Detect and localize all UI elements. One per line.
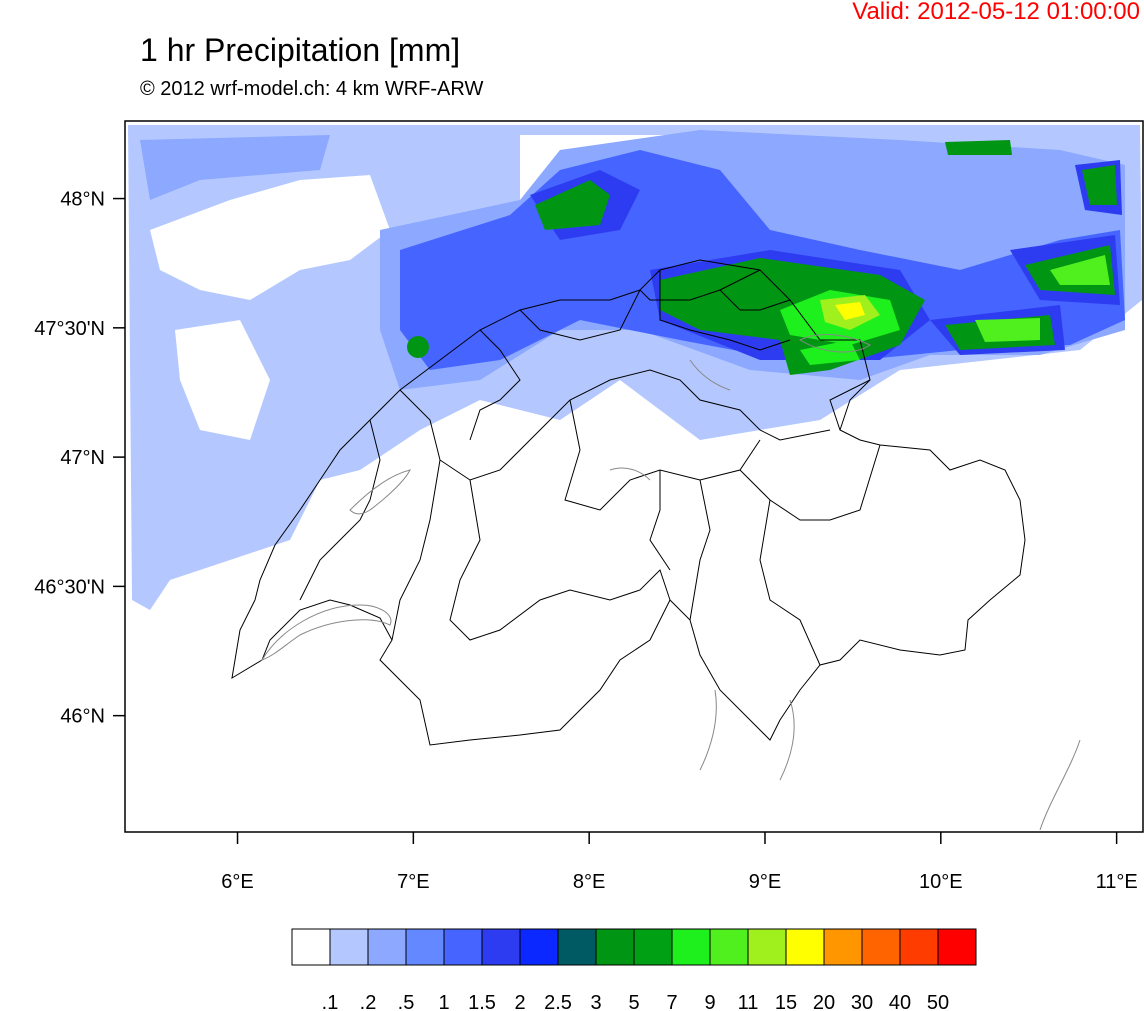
map-subtitle: © 2012 wrf-model.ch: 4 km WRF-ARW bbox=[140, 78, 484, 100]
precip-area-green bbox=[407, 336, 429, 358]
canton-border bbox=[759, 499, 821, 666]
colorbar-swatch bbox=[367, 928, 407, 966]
precip-area-bright bbox=[800, 340, 860, 365]
lon-tick-label: 11°E bbox=[1096, 871, 1138, 893]
canton-border bbox=[299, 419, 381, 601]
colorbar-swatch bbox=[937, 928, 977, 966]
lon-tick-label: 8°E bbox=[573, 871, 605, 893]
lat-tick-label: 48°N bbox=[60, 189, 105, 211]
colorbar-swatch bbox=[329, 928, 369, 966]
colorbar-swatch bbox=[671, 928, 711, 966]
precip-gap bbox=[175, 320, 270, 440]
swiss-border bbox=[231, 259, 1026, 746]
canton-border bbox=[689, 479, 711, 621]
lon-tick-label: 10°E bbox=[919, 871, 963, 893]
colorbar-label: 5 bbox=[628, 992, 639, 1011]
precip-area-bright bbox=[975, 318, 1040, 342]
colorbar-swatch bbox=[291, 928, 331, 966]
canton-border bbox=[839, 379, 871, 431]
colorbar-label: 15 bbox=[775, 992, 797, 1011]
canton-border bbox=[564, 399, 761, 511]
colorbar-swatch bbox=[747, 928, 787, 966]
precip-area-green bbox=[945, 140, 1012, 155]
colorbar-swatch bbox=[899, 928, 939, 966]
canton-border bbox=[719, 289, 791, 311]
colorbar-label: 50 bbox=[927, 992, 949, 1011]
canton-border bbox=[391, 459, 441, 641]
colorbar-swatch bbox=[519, 928, 559, 966]
colorbar-swatch bbox=[823, 928, 863, 966]
colorbar-label: 1 bbox=[438, 992, 449, 1011]
colorbar-label: .1 bbox=[322, 992, 339, 1011]
colorbar-swatch bbox=[405, 928, 445, 966]
canton-border bbox=[659, 270, 791, 351]
lat-tick-label: 46°N bbox=[60, 706, 105, 728]
border-lines bbox=[231, 259, 1026, 746]
colorbar-swatch bbox=[557, 928, 597, 966]
colorbar-label: 2.5 bbox=[544, 992, 572, 1011]
colorbar-swatch bbox=[481, 928, 521, 966]
lake-maggiore bbox=[699, 689, 717, 771]
canton-border bbox=[649, 470, 671, 571]
map-title: 1 hr Precipitation [mm] bbox=[140, 32, 461, 68]
colorbar-label: .5 bbox=[398, 992, 415, 1011]
lon-tick-label: 9°E bbox=[749, 871, 781, 893]
colorbar-swatch bbox=[785, 928, 825, 966]
colorbar-label: 11 bbox=[738, 992, 759, 1011]
canton-border bbox=[739, 444, 881, 521]
colorbar-swatch bbox=[595, 928, 635, 966]
lon-tick-label: 6°E bbox=[221, 871, 253, 893]
precip-gap bbox=[150, 175, 390, 300]
colorbar-swatch bbox=[633, 928, 673, 966]
colorbar-label: .2 bbox=[360, 992, 377, 1011]
lake-outlines bbox=[260, 334, 1081, 831]
lake-geneva bbox=[260, 604, 392, 661]
lake-zurich bbox=[689, 359, 731, 391]
colorbar-label: 1.5 bbox=[468, 992, 496, 1011]
lake-como bbox=[779, 699, 795, 781]
lat-tick-label: 46°30'N bbox=[34, 576, 105, 598]
map-frame bbox=[124, 120, 1144, 833]
lake-lucerne bbox=[609, 467, 651, 481]
lat-tick-label: 47°30'N bbox=[34, 318, 105, 340]
canton-border bbox=[469, 329, 521, 441]
lat-tick-label: 47°N bbox=[60, 447, 105, 469]
colorbar-label: 2 bbox=[514, 992, 525, 1011]
colorbar-label: 40 bbox=[889, 992, 911, 1011]
colorbar-label: 7 bbox=[666, 992, 677, 1011]
lon-tick-label: 7°E bbox=[397, 871, 429, 893]
lake-neuchatel bbox=[349, 469, 411, 515]
canton-border bbox=[519, 289, 641, 341]
colorbar-label: 9 bbox=[704, 992, 715, 1011]
precipitation-field bbox=[128, 125, 1142, 610]
axis-ticks: 48°N 47°30'N 47°N 46°30'N 46°N 6°E 7°E 8°E 9°E 10… bbox=[34, 189, 1137, 893]
lake-garda bbox=[1039, 739, 1081, 831]
precip-area-yellow bbox=[835, 302, 865, 320]
valid-time: Valid: 2012-05-12 01:00:00 bbox=[852, 0, 1140, 25]
precip-area-medium bbox=[140, 135, 330, 200]
colorbar-label: 30 bbox=[851, 992, 873, 1011]
precip-area-green bbox=[1082, 165, 1117, 205]
colorbar-swatch bbox=[861, 928, 901, 966]
colorbar-swatch bbox=[709, 928, 749, 966]
colorbar: .1 .2 .5 1 1.5 2 2.5 3 5 7 9 11 15 20 30 40 50 bbox=[291, 928, 977, 1011]
lake-constance bbox=[798, 334, 871, 353]
canton-border bbox=[449, 479, 671, 641]
canton-border bbox=[399, 369, 831, 481]
colorbar-swatch bbox=[443, 928, 483, 966]
precip-area-bright bbox=[1050, 255, 1110, 285]
precip-area-green bbox=[535, 180, 610, 230]
colorbar-label: 3 bbox=[590, 992, 601, 1011]
canton-border bbox=[639, 269, 761, 301]
colorbar-label: 20 bbox=[813, 992, 835, 1011]
